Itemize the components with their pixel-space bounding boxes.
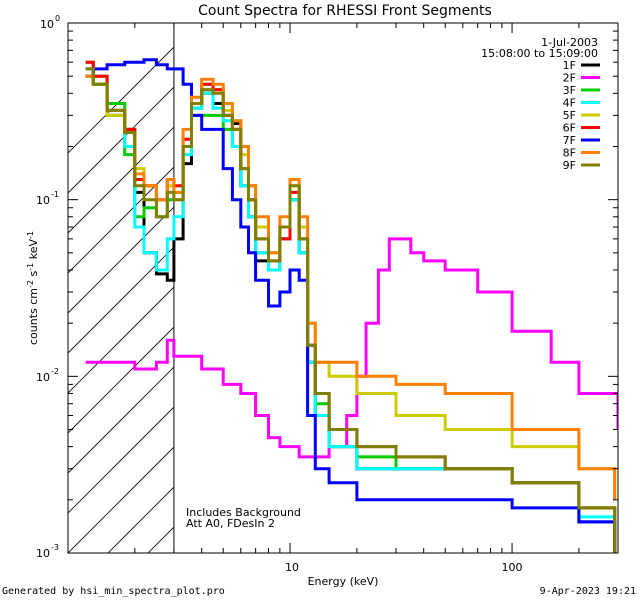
legend-label-1F: 1F xyxy=(563,59,576,72)
series-line-2F xyxy=(85,237,618,459)
legend-label-9F: 9F xyxy=(563,159,576,172)
hatch-line xyxy=(68,446,174,553)
hatch-line xyxy=(68,406,174,514)
y-tick-base: 10 xyxy=(40,18,54,31)
y-tick-base: 10 xyxy=(36,194,50,207)
axis-ticks xyxy=(67,22,619,554)
hatch-line xyxy=(68,86,174,194)
y-tick-exponent: 0 xyxy=(55,14,60,23)
y-tick-base: 10 xyxy=(36,371,50,384)
y-tick-base: 10 xyxy=(36,547,50,560)
generated-by-note: Generated by hsi_min_spectra_plot.pro xyxy=(2,586,225,597)
annotation-background-note: Includes Background xyxy=(186,506,301,519)
x-axis-label: Energy (keV) xyxy=(308,575,379,588)
series-group xyxy=(85,58,618,553)
legend-label-3F: 3F xyxy=(563,84,576,97)
chart-title: Count Spectra for RHESSI Front Segments xyxy=(198,3,492,19)
generation-timestamp: 9-Apr-2023 19:21 xyxy=(540,586,636,597)
y-tick-label-01: 10 -1 xyxy=(36,190,59,207)
annotation-attenuator-state: Att A0, FDesIn 2 xyxy=(186,517,275,530)
plot-frame xyxy=(67,22,619,554)
hatch-line xyxy=(68,246,174,354)
x-tick-label-10: 10 xyxy=(285,561,299,574)
y-axis-label: counts cm-2 s-1 keV-1 xyxy=(26,231,41,345)
y-tick-label-001: 10 -2 xyxy=(36,367,59,384)
legend-label-2F: 2F xyxy=(563,72,576,85)
y-tick-label-1: 10 0 xyxy=(40,14,60,31)
series-line-7F xyxy=(85,58,617,553)
series-line-9F xyxy=(85,67,617,553)
legend-label-5F: 5F xyxy=(563,109,576,122)
y-tick-exponent: -3 xyxy=(51,543,59,552)
hatch-line xyxy=(68,366,174,474)
legend-label-8F: 8F xyxy=(563,147,576,160)
legend-time-range: 15:08:00 to 15:09:00 xyxy=(481,47,598,60)
y-tick-label-0001: 10 -3 xyxy=(36,543,59,560)
x-tick-label-100: 100 xyxy=(502,561,523,574)
y-tick-exponent: -2 xyxy=(51,367,59,376)
legend-label-6F: 6F xyxy=(563,122,576,135)
y-tick-exponent: -1 xyxy=(51,190,59,199)
hatch-line xyxy=(68,286,174,394)
legend-label-7F: 7F xyxy=(563,134,576,147)
legend-label-4F: 4F xyxy=(563,97,576,110)
hatch-line xyxy=(68,206,174,314)
legend-date: 1-Jul-2003 xyxy=(541,36,598,49)
